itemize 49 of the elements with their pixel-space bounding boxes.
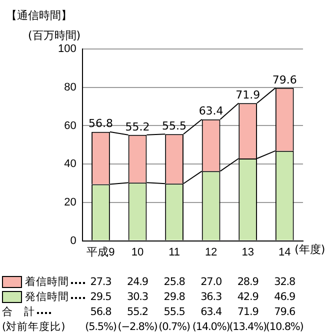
- legend-label: 発信時間: [24, 291, 70, 303]
- total-label: 79.6: [272, 73, 297, 86]
- text: (−2.8%): [118, 321, 158, 334]
- x-tick-label: 12: [204, 246, 218, 258]
- y-tick-label: 60: [64, 120, 76, 132]
- text: (5.5%): [85, 321, 116, 334]
- y-tick-label: 100: [58, 43, 76, 56]
- y-tick-label: 20: [64, 196, 76, 208]
- text: (10.8%): [266, 321, 304, 334]
- data-label: 27.3: [90, 276, 112, 289]
- data-label: 46.9: [274, 291, 296, 304]
- text: 55.5: [164, 306, 185, 318]
- total-label: 55.2: [125, 120, 150, 134]
- text: 71.9: [237, 306, 258, 318]
- x-tick-label: 平成9: [86, 245, 115, 258]
- text: 55.2: [127, 306, 148, 318]
- text: 79.6: [274, 306, 296, 318]
- text: (14.0%): [192, 321, 230, 334]
- text: (対前年度比): [2, 321, 66, 334]
- data-label: 32.8: [274, 276, 296, 289]
- y-axis-title: (百万時間): [28, 28, 81, 43]
- x-tick-label: 11: [168, 246, 180, 258]
- data-label: 25.8: [164, 276, 185, 289]
- total-label: 56.8: [88, 117, 113, 130]
- data-label: 28.9: [237, 276, 258, 289]
- text: 63.4: [200, 306, 222, 318]
- total-label: 71.9: [236, 88, 260, 102]
- x-tick-label: 14: [278, 246, 291, 258]
- x-axis-title: (年度): [294, 243, 326, 256]
- data-label: 36.3: [200, 291, 222, 304]
- y-tick-label: 40: [64, 158, 76, 170]
- text: (0.7%): [158, 321, 190, 334]
- y-tick-label: 80: [64, 81, 76, 94]
- text: 56.8: [90, 306, 112, 318]
- text: 合 計: [2, 306, 36, 318]
- data-label: 29.5: [90, 291, 112, 304]
- data-label: 27.0: [200, 276, 222, 289]
- total-label: 63.4: [198, 104, 224, 118]
- text: (13.4%): [229, 321, 266, 334]
- x-tick-label: 13: [242, 246, 254, 258]
- data-label: 29.8: [164, 291, 185, 304]
- x-tick-label: 10: [131, 246, 144, 258]
- data-label: 42.9: [237, 291, 258, 304]
- y-tick-label: 0: [70, 234, 76, 247]
- data-label: 24.9: [127, 276, 148, 289]
- total-label: 55.5: [162, 120, 187, 133]
- chart-title: 【通信時間】: [6, 8, 72, 23]
- data-label: 30.3: [127, 291, 148, 304]
- legend-label: 着信時間: [24, 276, 70, 288]
